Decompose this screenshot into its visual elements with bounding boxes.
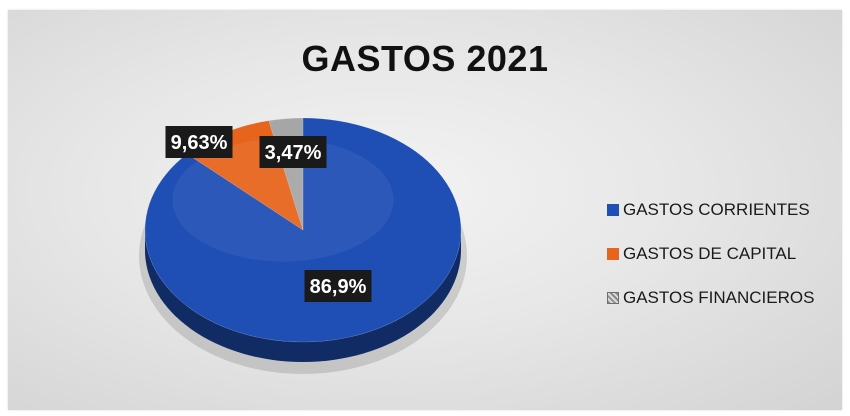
data-label-1: 9,63% [165,126,233,158]
data-label-box [165,126,233,158]
legend-label-gastos-financieros: GASTOS FINANCIEROS [623,288,815,307]
legend-swatch-gastos-de-capital [607,248,619,260]
chart-title: GASTOS 2021 [301,38,549,79]
pie-highlight [172,138,394,262]
pie-slice-gastos-corrientes [144,117,462,343]
chart-legend: GASTOS CORRIENTES GASTOS DE CAPITAL GAST… [607,199,842,331]
data-label-text: 9,63% [171,132,228,154]
legend-swatch-gastos-financieros [607,292,619,304]
legend-item-gastos-de-capital: GASTOS DE CAPITAL [607,243,842,265]
pie-side-0 [145,230,461,362]
data-label-text: 3,47% [265,142,322,164]
legend-item-gastos-corrientes: GASTOS CORRIENTES [607,199,842,221]
legend-item-gastos-financieros: GASTOS FINANCIEROS [607,287,842,309]
data-label-0: 86,9% [304,270,372,302]
legend-label-gastos-de-capital: GASTOS DE CAPITAL [623,244,797,263]
data-label-box [304,270,372,302]
legend-swatch-gastos-corrientes [607,204,619,216]
legend-label-gastos-corrientes: GASTOS CORRIENTES [623,200,810,219]
data-label-text: 86,9% [310,276,367,298]
data-label-2: 3,47% [259,136,327,168]
data-label-box [259,136,327,168]
